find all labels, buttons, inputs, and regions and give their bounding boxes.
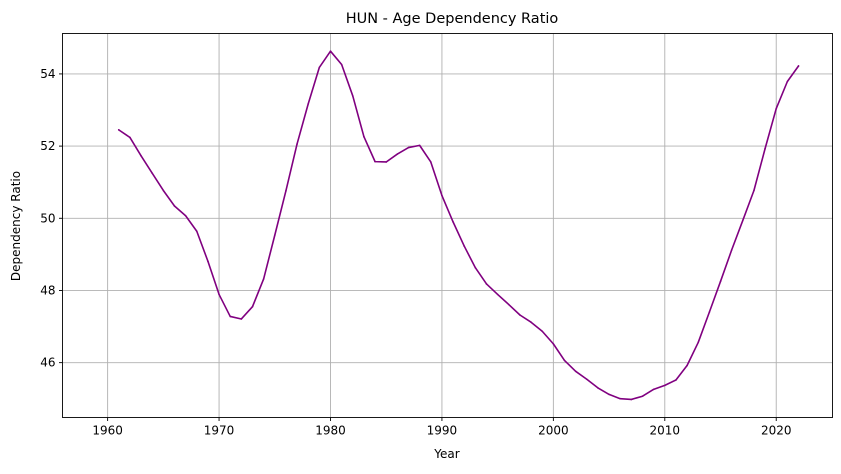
data-point	[597, 387, 599, 389]
data-point	[742, 219, 744, 222]
data-point	[608, 393, 610, 396]
grid	[62, 33, 833, 418]
data-point	[363, 135, 365, 138]
data-point	[730, 249, 733, 251]
x-tick-label: 1990	[427, 424, 458, 438]
x-tick-label: 2020	[761, 424, 792, 438]
data-point	[496, 293, 499, 296]
x-axis-label: Year	[433, 447, 459, 461]
x-tick-label: 1960	[92, 424, 123, 438]
data-point	[117, 129, 120, 131]
data-point	[385, 161, 388, 163]
data-point	[630, 398, 633, 401]
data-point	[585, 378, 588, 381]
data-point	[485, 283, 488, 285]
data-point	[764, 147, 766, 150]
x-tick-label: 1980	[315, 424, 346, 438]
y-tick-label: 46	[40, 356, 55, 370]
y-tick-label: 54	[40, 67, 55, 81]
series-line	[117, 50, 800, 401]
data-point	[786, 80, 789, 83]
data-point	[797, 65, 800, 67]
data-point	[218, 293, 220, 296]
data-point	[641, 395, 644, 398]
x-axis: 1960 1970 1980 1990 2000 2010 2020	[92, 417, 792, 438]
data-point	[273, 234, 276, 237]
data-point	[262, 278, 265, 280]
data-point	[663, 384, 666, 387]
data-point	[351, 95, 354, 97]
data-point	[619, 397, 622, 400]
data-point	[240, 318, 243, 320]
data-point	[775, 107, 778, 110]
data-point	[162, 189, 165, 192]
y-axis: 46 48 50 52 54	[40, 67, 63, 370]
y-tick-label: 50	[40, 211, 55, 225]
x-tick-label: 2000	[538, 424, 569, 438]
data-point	[452, 221, 454, 223]
data-point	[563, 359, 566, 362]
y-tick-label: 48	[40, 283, 55, 297]
data-point	[507, 303, 510, 306]
y-axis-label: Dependency Ratio	[9, 171, 23, 281]
data-point	[441, 194, 443, 197]
data-point	[530, 321, 532, 324]
data-point	[675, 379, 677, 381]
y-tick-label: 52	[40, 139, 55, 153]
data-point	[708, 311, 711, 313]
data-point	[129, 136, 131, 139]
data-point	[151, 172, 153, 174]
data-point	[173, 205, 176, 207]
data-point	[429, 161, 432, 163]
data-point	[184, 214, 187, 217]
data-point	[296, 143, 298, 145]
data-point	[463, 245, 466, 247]
data-point	[574, 370, 577, 373]
data-point	[329, 50, 332, 52]
data-point	[552, 343, 555, 345]
data-point	[697, 341, 700, 344]
data-point	[195, 230, 198, 233]
data-point	[340, 63, 343, 66]
data-point	[719, 280, 722, 283]
data-point	[229, 315, 232, 318]
x-tick-label: 1970	[204, 424, 235, 438]
data-point	[753, 189, 755, 192]
data-point	[285, 190, 287, 192]
data-point	[251, 305, 254, 308]
plot-frame	[62, 33, 833, 418]
data-point	[318, 66, 321, 69]
data-point	[519, 314, 521, 316]
data-point	[418, 144, 421, 147]
data-point	[474, 266, 477, 269]
data-point	[541, 330, 544, 333]
x-tick-label: 2010	[650, 424, 681, 438]
data-point	[686, 364, 688, 367]
data-point	[396, 153, 399, 155]
data-point	[140, 155, 142, 157]
chart-title: HUN - Age Dependency Ratio	[346, 11, 559, 27]
data-point	[307, 103, 310, 105]
data-point	[407, 146, 410, 149]
series-layer	[117, 50, 800, 401]
data-point	[652, 388, 655, 391]
data-point	[374, 160, 376, 163]
data-point	[207, 260, 209, 263]
